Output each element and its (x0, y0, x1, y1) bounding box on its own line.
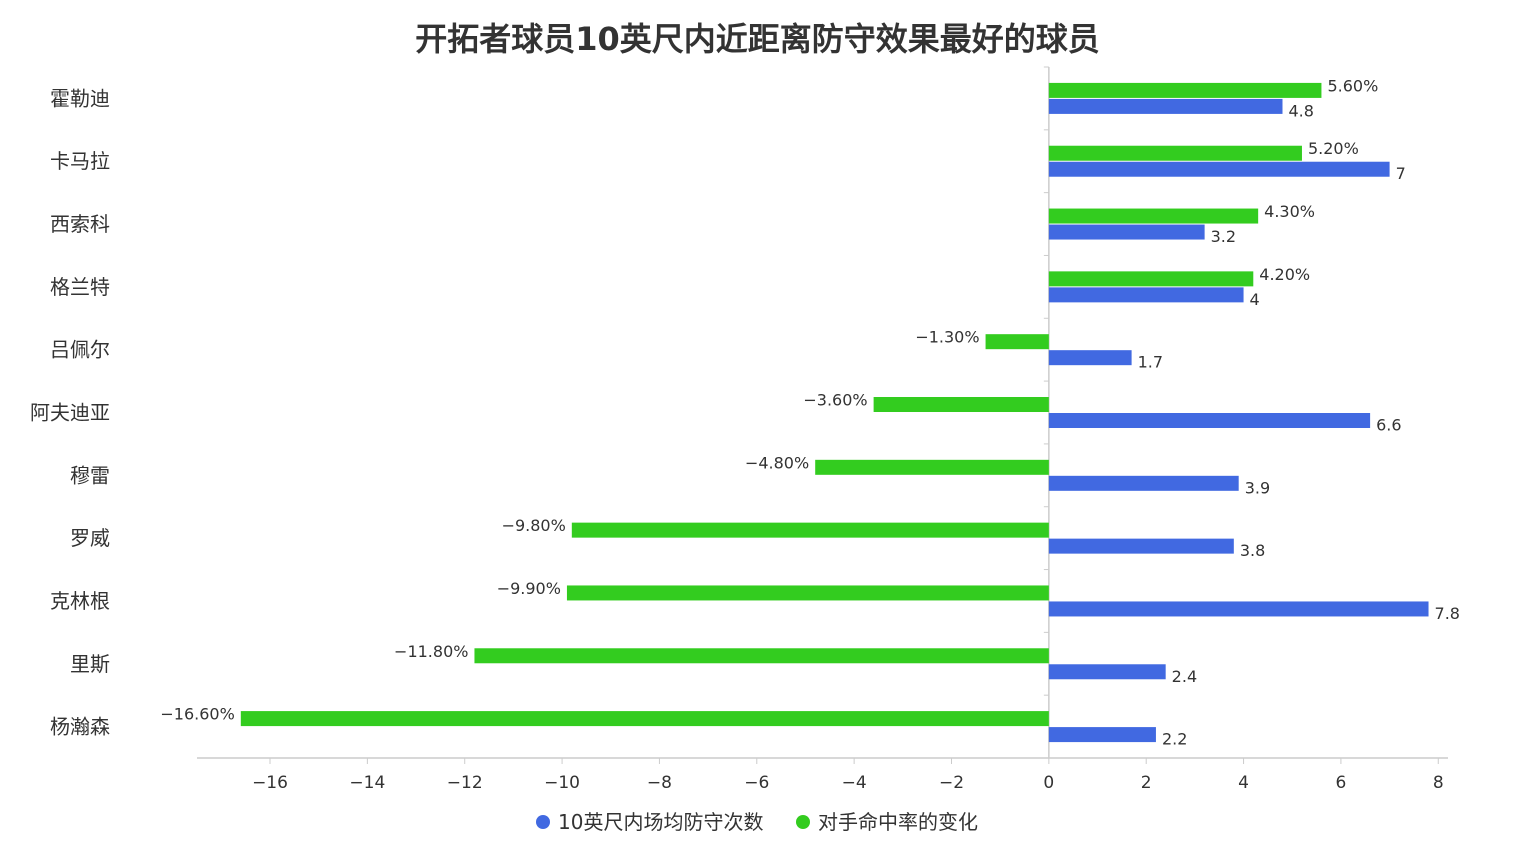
category-label: 穆雷 (70, 463, 110, 487)
x-tick-label: −2 (939, 773, 964, 793)
bar-defense-attempts[interactable] (1048, 538, 1234, 554)
category-label: 阿夫迪亚 (30, 401, 110, 425)
legend-marker (536, 815, 550, 829)
bar-defense-attempts[interactable] (1048, 664, 1166, 680)
data-label-opponent-fg-change: 5.60% (1327, 76, 1378, 95)
bar-defense-attempts[interactable] (1048, 350, 1132, 366)
category-label: 克林根 (50, 589, 110, 613)
data-label-defense-attempts: 4 (1250, 290, 1260, 309)
bar-opponent-fg-change[interactable] (873, 397, 1049, 412)
data-label-defense-attempts: 6.6 (1376, 416, 1401, 435)
bar-defense-attempts[interactable] (1048, 224, 1205, 240)
bar-defense-attempts[interactable] (1048, 727, 1156, 743)
data-label-defense-attempts: 2.2 (1162, 730, 1187, 749)
chart-title: 开拓者球员10英尺内近距离防守效果最好的球员 (415, 20, 1100, 58)
x-tick-label: −16 (252, 773, 288, 793)
x-tick-label: −10 (544, 773, 580, 793)
legend[interactable]: 10英尺内场均防守次数 对手命中率的变化 (536, 810, 978, 834)
data-label-opponent-fg-change: 5.20% (1308, 139, 1359, 158)
data-label-defense-attempts: 7 (1396, 164, 1406, 183)
data-label-defense-attempts: 7.8 (1435, 604, 1460, 623)
category-label: 吕佩尔 (50, 338, 110, 362)
bar-opponent-fg-change[interactable] (1048, 82, 1322, 98)
bar-opponent-fg-change[interactable] (566, 585, 1049, 601)
legend-item[interactable]: 10英尺内场均防守次数 (536, 810, 763, 834)
category-label: 西索科 (50, 212, 110, 236)
x-tick-label: −14 (349, 773, 385, 793)
data-label-opponent-fg-change: −4.80% (745, 453, 809, 472)
data-label-defense-attempts: 2.4 (1172, 667, 1197, 686)
bar-defense-attempts[interactable] (1048, 98, 1283, 114)
bar-defense-attempts[interactable] (1048, 475, 1239, 491)
bar-opponent-fg-change[interactable] (815, 459, 1049, 475)
data-label-opponent-fg-change: 4.30% (1264, 202, 1315, 221)
bar-defense-attempts[interactable] (1048, 413, 1371, 428)
category-label: 卡马拉 (50, 149, 110, 173)
bar-opponent-fg-change[interactable] (474, 648, 1049, 664)
category-label: 霍勒迪 (50, 86, 110, 110)
x-tick-label: −8 (647, 773, 672, 793)
data-label-defense-attempts: 4.8 (1288, 101, 1313, 120)
data-label-opponent-fg-change: −1.30% (915, 328, 979, 347)
bar-opponent-fg-change[interactable] (985, 334, 1049, 350)
x-tick-label: 2 (1141, 773, 1152, 793)
bar-opponent-fg-change[interactable] (571, 522, 1049, 538)
category-label: 罗威 (70, 526, 110, 550)
bar-defense-attempts[interactable] (1048, 161, 1390, 177)
bar-opponent-fg-change[interactable] (1048, 208, 1259, 224)
data-label-opponent-fg-change: −9.90% (497, 579, 561, 598)
data-label-opponent-fg-change: −3.60% (803, 391, 867, 410)
category-label: 杨瀚森 (50, 715, 110, 739)
bar-opponent-fg-change[interactable] (240, 711, 1049, 727)
bar-defense-attempts[interactable] (1048, 287, 1244, 303)
x-tick-label: −12 (447, 773, 483, 793)
category-label: 里斯 (70, 652, 110, 676)
bar-opponent-fg-change[interactable] (1048, 271, 1254, 287)
x-tick-label: −6 (744, 773, 769, 793)
legend-item[interactable]: 对手命中率的变化 (796, 810, 978, 834)
data-label-opponent-fg-change: 4.20% (1259, 265, 1310, 284)
x-tick-label: 6 (1335, 773, 1346, 793)
data-label-defense-attempts: 1.7 (1138, 353, 1163, 372)
data-label-defense-attempts: 3.8 (1240, 541, 1265, 560)
x-tick-label: 0 (1043, 773, 1054, 793)
bar-defense-attempts[interactable] (1048, 601, 1429, 617)
x-tick-label: 4 (1238, 773, 1249, 793)
legend-label: 10英尺内场均防守次数 (558, 810, 763, 834)
data-label-opponent-fg-change: −9.80% (502, 516, 566, 535)
bar-opponent-fg-change[interactable] (1048, 145, 1302, 161)
legend-label: 对手命中率的变化 (818, 810, 978, 834)
plot-area: −16 −14 −12 −10 −8 −6 −4 −2 0 2 4 6 8 霍勒迪 5.60% 4.8 卡马拉 5… (30, 66, 1460, 793)
x-tick-label: −4 (842, 773, 867, 793)
data-label-opponent-fg-change: −16.60% (160, 705, 234, 724)
category-label: 格兰特 (50, 275, 110, 299)
data-label-defense-attempts: 3.2 (1211, 227, 1236, 246)
data-label-defense-attempts: 3.9 (1245, 478, 1270, 497)
data-label-opponent-fg-change: −11.80% (394, 642, 468, 661)
legend-marker (796, 815, 810, 829)
x-tick-label: 8 (1433, 773, 1444, 793)
